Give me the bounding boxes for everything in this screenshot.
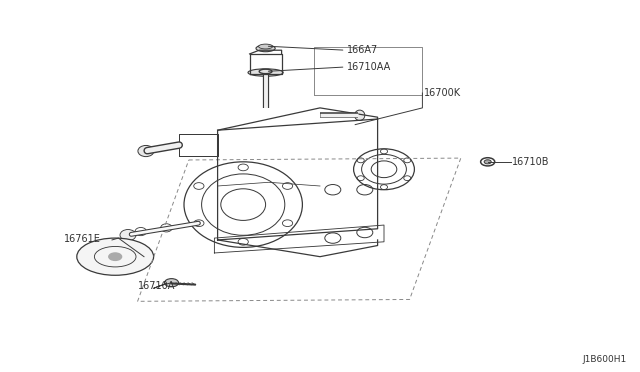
- Text: 166A7: 166A7: [347, 45, 378, 55]
- Text: 16761E: 16761E: [64, 234, 101, 244]
- Ellipse shape: [355, 110, 365, 121]
- Ellipse shape: [259, 44, 273, 49]
- Ellipse shape: [138, 145, 154, 157]
- Text: 16700K: 16700K: [424, 88, 461, 98]
- Ellipse shape: [164, 279, 179, 287]
- Circle shape: [109, 253, 122, 260]
- Ellipse shape: [256, 45, 275, 52]
- Text: 16710AA: 16710AA: [347, 62, 391, 72]
- Text: J1B600H1: J1B600H1: [583, 355, 627, 364]
- Ellipse shape: [77, 238, 154, 275]
- Ellipse shape: [120, 230, 136, 241]
- Ellipse shape: [484, 160, 492, 164]
- Ellipse shape: [248, 69, 283, 76]
- Text: 16710A: 16710A: [138, 281, 175, 291]
- Text: 16710B: 16710B: [512, 157, 550, 167]
